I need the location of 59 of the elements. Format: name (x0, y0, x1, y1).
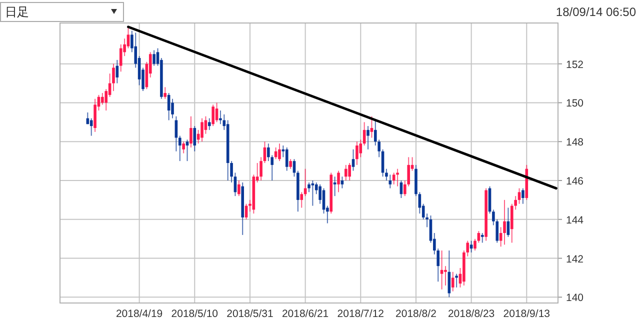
candlestick (212, 104, 214, 127)
candlestick (200, 118, 204, 142)
candlestick (518, 188, 521, 204)
candlestick (300, 192, 304, 208)
candlestick (164, 86, 167, 100)
y-tick-label: 144 (566, 214, 584, 226)
candlestick (186, 139, 189, 162)
candlestick (337, 170, 340, 193)
candlestick (503, 199, 506, 246)
candlestick (348, 162, 351, 181)
candlestick (178, 135, 182, 162)
candlestick (440, 250, 444, 290)
y-tick-label: 146 (566, 176, 584, 188)
candlestick (370, 116, 374, 138)
candlestick (94, 98, 96, 132)
candlestick (238, 180, 240, 197)
candlestick (448, 250, 451, 298)
candlestick (451, 271, 454, 292)
candlestick (285, 146, 288, 172)
candlestick (356, 141, 358, 166)
text: 18/09/14 06:50 (556, 5, 636, 19)
candlestick (289, 158, 292, 170)
candlestick (480, 232, 484, 244)
candlestick (392, 172, 396, 185)
x-tick-label: 2018/8/2 (396, 308, 437, 320)
x-tick-label: 2018/6/21 (282, 308, 329, 320)
candlestick (522, 188, 524, 204)
candlestick (396, 168, 399, 187)
y-tick-label: 148 (566, 136, 584, 149)
candlestick (193, 126, 196, 152)
candlestick (101, 92, 104, 106)
y-tick-label: 150 (566, 98, 584, 110)
y-tick-label: 140 (566, 292, 584, 304)
x-tick-label: 2018/9/13 (503, 308, 550, 320)
candlestick (444, 266, 447, 286)
candlestick (182, 141, 185, 154)
x-tick-label: 2018/4/19 (116, 308, 163, 320)
candlestick (344, 164, 348, 181)
x-tick-label: 2018/5/10 (171, 308, 218, 320)
candlestick (152, 50, 156, 66)
candlestick (340, 176, 344, 189)
candlestick (278, 143, 281, 162)
candlestick (90, 118, 93, 136)
x-tick-label: 2018/7/12 (337, 308, 384, 320)
candlestick (190, 116, 192, 148)
candlestick (204, 116, 208, 134)
candlestick (311, 180, 314, 206)
candlestick (126, 26, 130, 49)
candlestick (352, 148, 355, 172)
candlestick (366, 126, 370, 150)
x-tick-label: 2018/8/23 (448, 308, 495, 320)
text: 日足 (5, 5, 29, 19)
candlestick (333, 176, 336, 197)
candlestick (470, 240, 473, 253)
candlestick (388, 174, 392, 189)
x-tick-label: 2018/5/31 (226, 308, 274, 320)
y-tick-label: 142 (566, 253, 584, 266)
candlestick (208, 118, 211, 130)
y-tick-label: 152 (566, 58, 584, 71)
